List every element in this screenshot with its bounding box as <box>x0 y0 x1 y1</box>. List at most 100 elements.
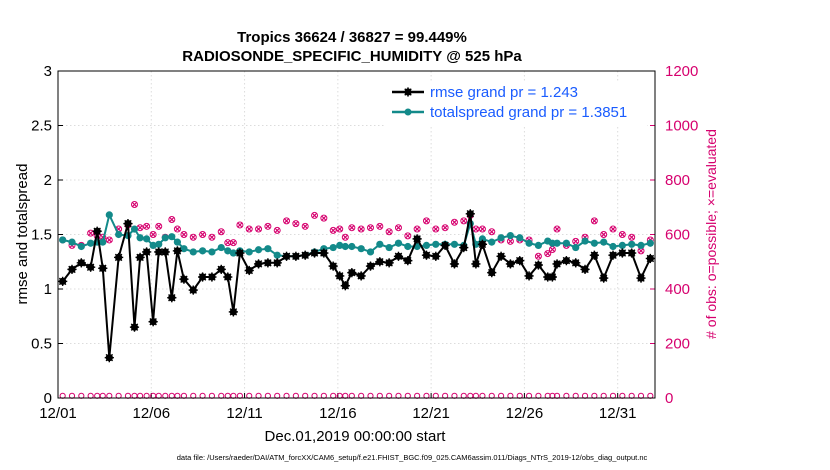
obs-evaluated-stroke <box>479 226 486 232</box>
rmse-point-ray <box>180 275 188 283</box>
rmse-point-ray <box>618 249 627 257</box>
plot-frame <box>57 70 656 399</box>
obs-possible-marker <box>478 225 486 233</box>
obs-possible-marker <box>385 228 393 236</box>
obs-evaluated-stroke <box>168 216 175 223</box>
rmse-point <box>459 242 469 253</box>
rmse-point <box>179 274 189 284</box>
obs-evaluated-marker <box>358 226 364 232</box>
rmse-point <box>627 248 637 258</box>
rmse-point <box>328 261 338 271</box>
plot-area: 0 0.5 1 1.5 2 2.5 3 0 200 400 600 800 1000 1200 12/01 1… <box>31 63 698 422</box>
rmse-point <box>148 317 158 327</box>
obs-evaluated-stroke <box>181 231 187 238</box>
rmse-point-ray <box>149 317 157 326</box>
rmse-point <box>515 256 525 266</box>
obs-evaluated-stroke <box>414 226 420 232</box>
rmse-point-ray <box>292 252 300 261</box>
rmse-point-ray <box>245 266 253 275</box>
rmse-point <box>421 250 432 260</box>
totalspread-point <box>553 239 561 247</box>
rmse-point-ray <box>173 247 182 255</box>
obs-evaluated-stroke <box>87 230 94 236</box>
rmse-point <box>365 261 376 271</box>
obs-evaluated-stroke <box>395 224 402 231</box>
totalspread-point <box>68 238 76 246</box>
obs-possible-marker <box>336 225 344 233</box>
totalspread-point <box>99 238 107 246</box>
obs-evaluated-marker <box>283 218 290 224</box>
rmse-point <box>86 262 96 272</box>
rmse-point <box>129 322 140 332</box>
rmse-point-ray <box>413 235 421 243</box>
rmse-point-ray <box>341 281 350 290</box>
rmse-point <box>487 268 497 278</box>
totalspread-point <box>534 241 542 249</box>
rmse-point-ray <box>646 254 655 263</box>
rmse-point-ray <box>168 293 176 302</box>
obs-evaluated-marker <box>349 224 355 231</box>
obs-possible-marker <box>357 225 365 233</box>
obs-evaluated-marker <box>554 226 560 232</box>
rmse-point-ray <box>515 256 524 265</box>
rmse-point-ray <box>376 258 384 266</box>
rmse-point <box>356 271 366 281</box>
totalspread-point <box>341 242 349 251</box>
rmse-point <box>431 251 441 261</box>
rmse-point <box>67 264 77 274</box>
x-tick-label: 12/01 <box>39 405 77 422</box>
obs-evaluated-stroke <box>451 219 458 226</box>
obs-evaluated-marker <box>544 250 551 257</box>
obs-evaluated-stroke <box>600 231 607 238</box>
obs-evaluated-stroke <box>638 248 644 254</box>
rmse-point <box>104 353 114 363</box>
obs-evaluated-marker <box>610 226 616 232</box>
obs-evaluated-stroke <box>535 253 542 260</box>
rmse-point-ray <box>441 241 449 250</box>
obs-possible-marker <box>87 229 95 237</box>
totalspread-point <box>497 234 505 242</box>
totalspread-point <box>646 239 654 247</box>
obs-evaluated-marker <box>209 234 215 241</box>
x-tick-label: 12/11 <box>226 405 262 422</box>
obs-evaluated-marker <box>535 253 542 260</box>
rmse-point-ray <box>229 308 238 316</box>
totalspread-point <box>590 239 598 247</box>
totalspread-point <box>264 245 272 253</box>
obs-evaluated-stroke <box>209 234 215 241</box>
x-tick-label: 12/31 <box>599 405 637 422</box>
obs-possible-marker <box>283 217 291 225</box>
obs-evaluated-stroke <box>473 226 479 232</box>
totalspread-point <box>357 245 365 253</box>
totalspread-point <box>329 243 337 252</box>
rmse-point <box>216 264 226 274</box>
obs-evaluated-stroke <box>367 224 374 231</box>
totalspread-point <box>180 245 188 253</box>
obs-possible-marker <box>441 224 449 232</box>
obs-evaluated-stroke <box>137 224 143 231</box>
rmse-point <box>223 272 233 282</box>
y-tick-label-right: 0 <box>665 390 673 407</box>
rmse-point <box>617 248 627 258</box>
obs-evaluated-marker <box>404 233 411 239</box>
totalspread-point <box>173 238 181 246</box>
totalspread-point <box>105 211 113 219</box>
x-axis-label: Dec.01,2019 00:00:00 start <box>265 428 447 445</box>
rmse-point <box>645 253 655 264</box>
rmse-point <box>135 252 145 262</box>
obs-evaluated-marker <box>181 231 187 238</box>
obs-evaluated-stroke <box>274 227 281 234</box>
rmse-point <box>76 258 86 268</box>
obs-evaluated-marker <box>395 224 402 231</box>
rmse-point-ray <box>273 259 281 267</box>
obs-evaluated-marker <box>199 231 206 238</box>
rmse-point-ray <box>472 260 480 268</box>
series-layer <box>58 201 655 399</box>
rmse-point-ray <box>301 251 309 259</box>
rmse-point-ray <box>571 259 580 267</box>
rmse-point <box>281 251 292 261</box>
obs-evaluated-stroke <box>460 218 467 224</box>
obs-evaluated-marker <box>628 234 635 241</box>
rmse-point <box>636 273 646 283</box>
obs-evaluated-stroke <box>404 233 411 239</box>
